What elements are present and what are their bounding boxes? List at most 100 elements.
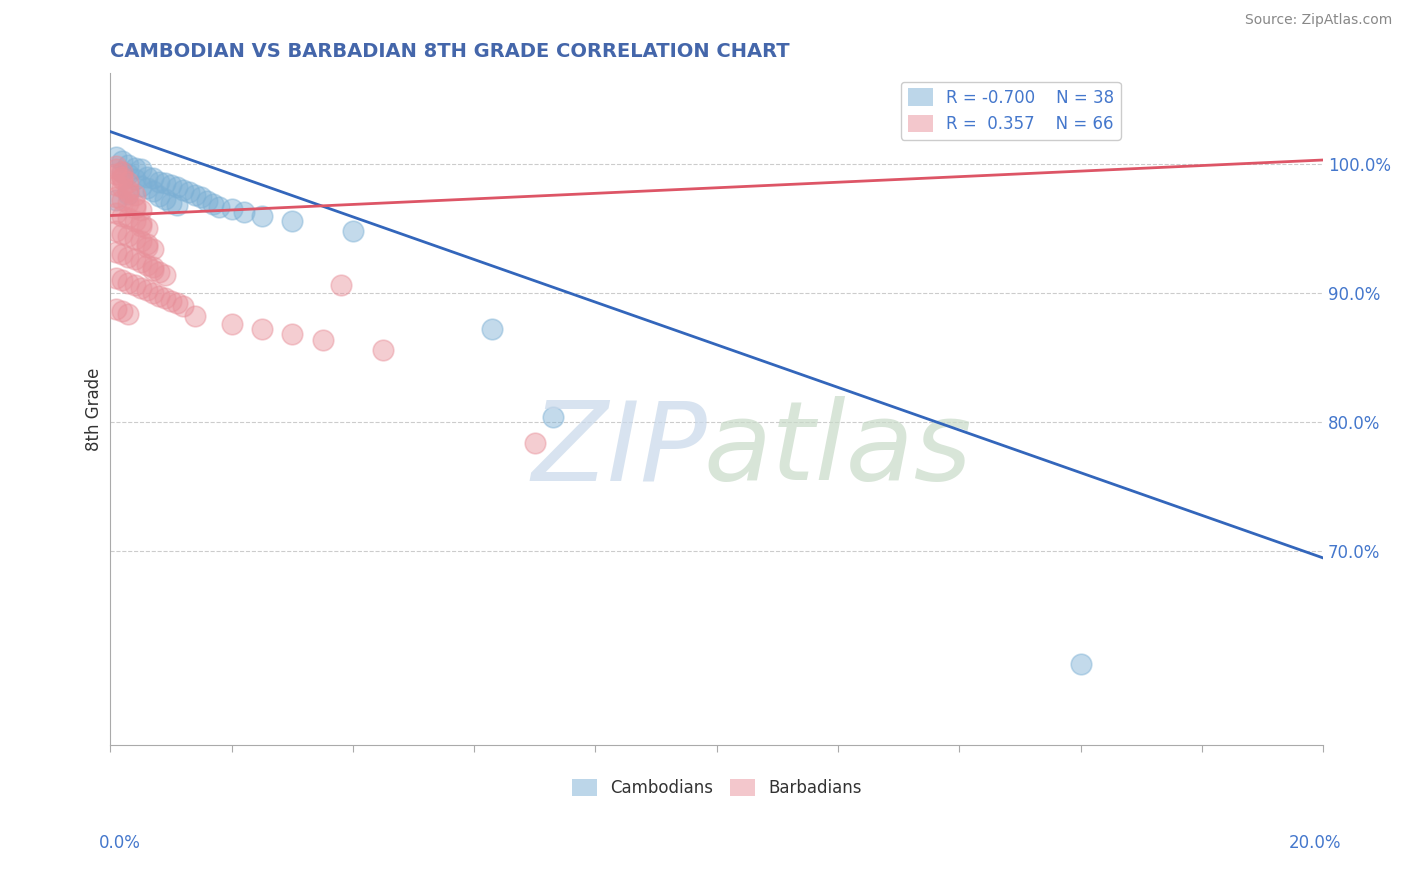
Point [160, 293, 183, 308]
Point [117, 167, 139, 181]
Point [124, 278, 146, 293]
Point [142, 242, 165, 256]
Point [166, 296, 188, 310]
Point [281, 213, 304, 227]
Point [190, 190, 212, 204]
Point [129, 255, 152, 269]
Point [142, 184, 165, 198]
Point [117, 195, 139, 210]
Point [166, 180, 188, 194]
Point [160, 178, 183, 192]
Point [1070, 657, 1092, 671]
Text: 20.0%: 20.0% [1288, 834, 1341, 852]
Point [129, 178, 152, 193]
Point [342, 224, 364, 238]
Point [105, 150, 128, 164]
Point [221, 202, 243, 216]
Point [311, 333, 333, 347]
Point [135, 169, 157, 184]
Point [105, 193, 128, 207]
Point [117, 183, 139, 197]
Point [153, 192, 176, 206]
Point [232, 204, 254, 219]
Point [111, 247, 134, 261]
Point [105, 190, 128, 204]
Point [117, 229, 139, 244]
Point [135, 221, 157, 235]
Point [117, 276, 139, 290]
Point [129, 216, 152, 230]
Point [250, 209, 273, 223]
Point [105, 162, 128, 177]
Text: CAMBODIAN VS BARBADIAN 8TH GRADE CORRELATION CHART: CAMBODIAN VS BARBADIAN 8TH GRADE CORRELA… [110, 42, 790, 61]
Point [129, 235, 152, 249]
Point [105, 160, 128, 174]
Point [135, 239, 157, 253]
Point [124, 201, 146, 215]
Point [117, 186, 139, 200]
Point [129, 203, 152, 218]
Point [160, 195, 183, 210]
Point [105, 206, 128, 220]
Point [153, 176, 176, 190]
Point [105, 178, 128, 192]
Text: 0.0%: 0.0% [98, 834, 141, 852]
Point [124, 213, 146, 227]
Point [221, 317, 243, 331]
Point [129, 162, 152, 177]
Point [117, 158, 139, 172]
Point [135, 181, 157, 195]
Point [111, 193, 134, 207]
Point [202, 197, 225, 211]
Point [111, 164, 134, 178]
Point [148, 189, 170, 203]
Y-axis label: 8th Grade: 8th Grade [86, 368, 103, 451]
Point [124, 252, 146, 267]
Point [111, 172, 134, 186]
Point [105, 270, 128, 285]
Point [142, 262, 165, 277]
Point [142, 286, 165, 301]
Text: atlas: atlas [703, 396, 973, 503]
Point [129, 219, 152, 233]
Point [541, 410, 564, 425]
Point [129, 281, 152, 295]
Point [111, 164, 134, 178]
Point [105, 224, 128, 238]
Point [105, 167, 128, 181]
Point [111, 180, 134, 194]
Point [111, 227, 134, 241]
Point [111, 304, 134, 318]
Point [124, 232, 146, 246]
Legend: Cambodians, Barbadians: Cambodians, Barbadians [565, 772, 869, 805]
Point [105, 244, 128, 259]
Point [177, 186, 200, 200]
Point [117, 211, 139, 226]
Point [117, 250, 139, 264]
Point [135, 258, 157, 272]
Point [166, 198, 188, 212]
Point [117, 186, 139, 201]
Point [117, 175, 139, 189]
Point [135, 237, 157, 252]
Point [148, 175, 170, 189]
Point [111, 273, 134, 287]
Point [153, 268, 176, 282]
Point [148, 288, 170, 302]
Point [117, 307, 139, 321]
Point [148, 265, 170, 279]
Point [105, 301, 128, 316]
Point [111, 154, 134, 169]
Point [172, 299, 194, 313]
Point [208, 200, 231, 214]
Point [184, 310, 207, 324]
Point [184, 187, 207, 202]
Point [329, 278, 352, 293]
Point [250, 322, 273, 336]
Point [281, 327, 304, 342]
Point [195, 194, 218, 209]
Point [153, 291, 176, 305]
Point [373, 343, 395, 357]
Text: ZIP: ZIP [531, 396, 707, 503]
Point [481, 322, 503, 336]
